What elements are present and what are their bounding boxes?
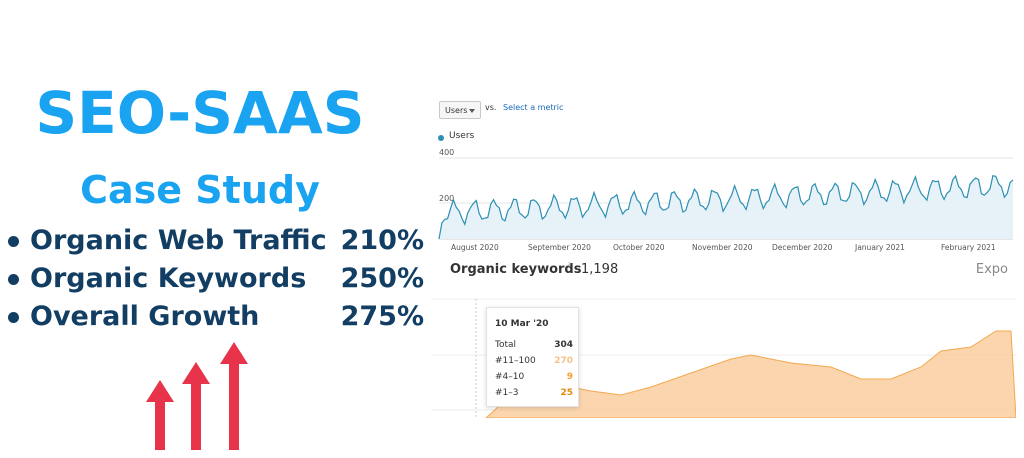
tooltip-row: #1–3 25 bbox=[495, 388, 573, 402]
keywords-title: Organic keywords bbox=[450, 262, 582, 277]
up-arrow-icon bbox=[146, 380, 174, 450]
x-tick-label: August 2020 bbox=[451, 243, 499, 252]
metrics-list: Organic Web Traffic 210% Organic Keyword… bbox=[8, 222, 428, 336]
x-tick-label: October 2020 bbox=[613, 243, 665, 252]
legend-dot-icon bbox=[438, 135, 444, 141]
keywords-panel: Organic keywords i 1,198 Expo 10 Mar '20… bbox=[431, 255, 1016, 418]
tooltip-row: #4–10 9 bbox=[495, 372, 573, 386]
tooltip-row-value: 25 bbox=[560, 388, 573, 398]
metric-label: Overall Growth bbox=[30, 301, 260, 332]
metric-label: Organic Web Traffic bbox=[30, 225, 327, 256]
metric-value: 250% bbox=[340, 263, 424, 294]
users-chart-panel: Users vs. Select a metric Users 400 200 … bbox=[431, 95, 1016, 255]
metric-dropdown-value: Users bbox=[445, 106, 468, 115]
legend-label: Users bbox=[449, 131, 475, 141]
export-button[interactable]: Expo bbox=[975, 262, 1008, 277]
vs-label: vs. bbox=[485, 103, 497, 112]
bullet-icon bbox=[8, 274, 19, 285]
tooltip-row-label: #11–100 bbox=[495, 356, 536, 366]
tooltip-row: #11–100 270 bbox=[495, 356, 573, 370]
keywords-count: 1,198 bbox=[581, 262, 619, 277]
list-item: Organic Keywords 250% bbox=[8, 260, 428, 298]
metric-value: 275% bbox=[340, 301, 424, 332]
x-tick-label: February 2021 bbox=[941, 243, 996, 252]
metric-value: 210% bbox=[340, 225, 424, 256]
users-line-chart: 400 200 August 2020 September 2020 October… bbox=[438, 148, 1014, 252]
list-item: Organic Web Traffic 210% bbox=[8, 222, 428, 260]
tooltip-row-label: #1–3 bbox=[495, 388, 519, 398]
y-tick-label: 400 bbox=[439, 148, 454, 157]
x-tick-label: November 2020 bbox=[692, 243, 753, 252]
bullet-icon bbox=[8, 312, 19, 323]
x-tick-label: December 2020 bbox=[772, 243, 833, 252]
metric-dropdown[interactable]: Users bbox=[439, 101, 481, 119]
bullet-icon bbox=[8, 236, 19, 247]
y-tick-label: 200 bbox=[439, 194, 454, 203]
tooltip-row-value: 270 bbox=[554, 356, 573, 366]
tooltip-row: Total 304 bbox=[495, 340, 573, 354]
info-icon[interactable]: i bbox=[568, 261, 571, 270]
up-arrow-icon bbox=[182, 362, 210, 450]
tooltip-row-label: #4–10 bbox=[495, 372, 525, 382]
x-tick-label: September 2020 bbox=[528, 243, 591, 252]
tooltip-row-value: 9 bbox=[566, 372, 573, 382]
select-metric-link[interactable]: Select a metric bbox=[503, 103, 564, 112]
growth-arrows-icon bbox=[146, 342, 248, 450]
users-line bbox=[438, 174, 1014, 240]
tooltip-row-label: Total bbox=[495, 340, 517, 350]
keywords-area bbox=[485, 330, 1016, 418]
page-title: SEO-SAAS bbox=[35, 79, 365, 147]
tooltip-row-value: 304 bbox=[554, 340, 573, 350]
page-subtitle: Case Study bbox=[80, 168, 320, 212]
chevron-down-icon bbox=[469, 109, 475, 113]
metric-label: Organic Keywords bbox=[30, 263, 307, 294]
up-arrow-icon bbox=[220, 342, 248, 450]
list-item: Overall Growth 275% bbox=[8, 298, 428, 336]
x-tick-label: January 2021 bbox=[854, 243, 905, 252]
tooltip-date: 10 Mar '20 bbox=[495, 319, 549, 329]
chart-tooltip: 10 Mar '20 Total 304 #11–100 270 #4–10 9… bbox=[486, 307, 579, 407]
users-area bbox=[439, 175, 1013, 239]
